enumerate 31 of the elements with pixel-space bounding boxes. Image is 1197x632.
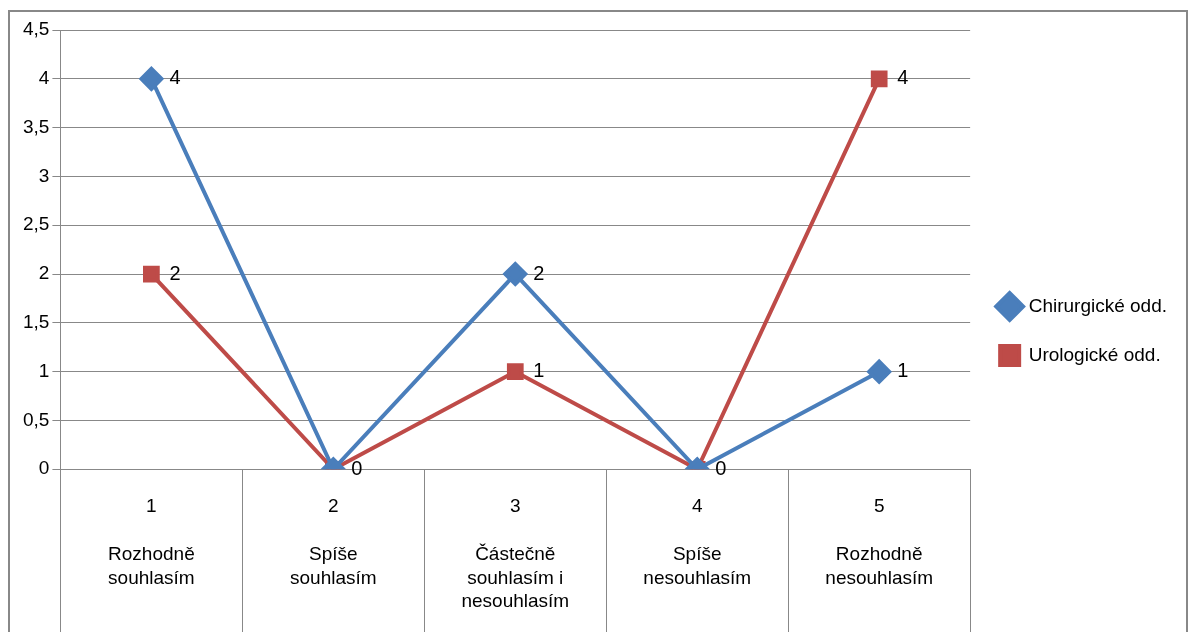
y-tick-label: 1,5: [22, 311, 50, 333]
data-label: 0: [351, 456, 363, 479]
data-label: 4: [169, 66, 181, 89]
data-label: 1: [533, 359, 545, 382]
category-label: 4 Spíše nesouhlasím: [643, 495, 752, 588]
category-label: 5 Rozhodně nesouhlasím: [825, 495, 934, 588]
point: [143, 265, 160, 283]
y-tick-label: 0,5: [22, 408, 50, 430]
category-label: 3 Částečně souhlasím i nesouhlasím: [461, 495, 570, 612]
y-tick-label: 1: [38, 359, 50, 381]
data-label: 2: [169, 261, 181, 284]
point: [867, 359, 892, 384]
data-label: 0: [715, 456, 727, 479]
y-tick-label: 3: [38, 164, 50, 186]
point: [503, 262, 528, 287]
point: [139, 66, 164, 91]
legend-label: Urologické odd.: [1028, 343, 1161, 365]
y-tick-label: 3,5: [22, 115, 50, 137]
legend-label: Chirurgické odd.: [1028, 294, 1167, 316]
category-label: 1 Rozhodně souhlasím: [108, 495, 195, 588]
y-tick-label: 4: [38, 67, 50, 89]
data-label: 1: [897, 359, 909, 382]
y-tick-label: 2: [38, 262, 50, 284]
y-tick-label: 0: [38, 457, 50, 479]
point: [870, 70, 888, 88]
y-tick-label: 4,5: [22, 18, 50, 40]
category-label: 2 Spíše souhlasím: [290, 495, 377, 588]
data-label: 4: [897, 66, 909, 89]
point: [506, 363, 524, 380]
data-label: 2: [533, 261, 545, 284]
y-tick-label: 2,5: [22, 213, 50, 235]
